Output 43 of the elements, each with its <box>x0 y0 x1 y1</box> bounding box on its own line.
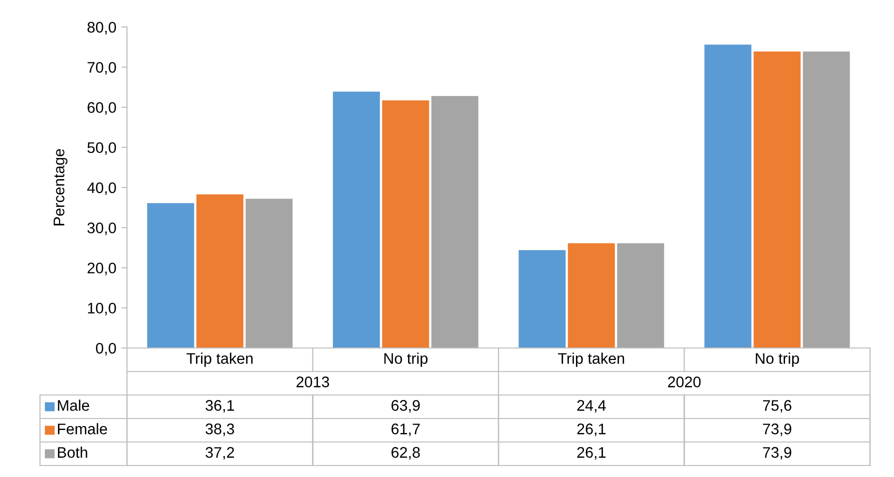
data-label: 26,1 <box>577 447 606 460</box>
data-label: 38,3 <box>206 424 234 436</box>
y-tick-label: 40,0 <box>87 182 116 195</box>
bar <box>147 203 194 348</box>
data-label: 36,1 <box>206 400 234 413</box>
y-tick-label: 80,0 <box>88 22 116 34</box>
x-tick-label: No trip <box>384 352 428 367</box>
y-tick-label: 30,0 <box>87 222 116 236</box>
bar <box>196 194 244 348</box>
bar <box>704 44 752 348</box>
legend-label: Both <box>58 446 88 458</box>
bar <box>617 243 664 348</box>
data-label: 37,2 <box>206 447 234 460</box>
legend-label: Male <box>58 400 90 411</box>
bar <box>754 51 801 348</box>
x-tick-label: Trip taken <box>558 352 624 367</box>
data-label: 73,9 <box>763 424 792 436</box>
data-label: 73,9 <box>763 447 792 460</box>
y-tick-label: 10,0 <box>88 302 116 316</box>
text: 2013 <box>296 376 330 388</box>
y-tick-label: 50,0 <box>87 142 116 155</box>
x-tick-label: No trip <box>756 352 799 367</box>
bar <box>382 100 430 348</box>
bar <box>431 96 478 348</box>
bar <box>332 92 380 348</box>
bar <box>518 250 566 348</box>
y-tick-label: 20,0 <box>88 262 116 276</box>
data-label: 26,1 <box>577 424 606 436</box>
text: 2020 <box>668 376 701 388</box>
bar <box>802 51 850 348</box>
bar <box>246 198 293 348</box>
bar <box>568 243 615 348</box>
data-label: 62,8 <box>392 447 420 460</box>
data-label: 63,9 <box>392 400 420 413</box>
y-tick-label: 0,0 <box>96 342 116 356</box>
y-tick-label: 60,0 <box>88 102 116 115</box>
y-tick-label: 70,0 <box>88 62 116 75</box>
data-label: 61,7 <box>392 424 420 436</box>
data-label: 24,4 <box>577 400 606 413</box>
x-tick-label: Trip taken <box>186 352 253 367</box>
y-axis-title: Percentage <box>54 149 68 226</box>
legend-label: Female <box>58 423 107 434</box>
data-label: 75,6 <box>763 400 792 413</box>
